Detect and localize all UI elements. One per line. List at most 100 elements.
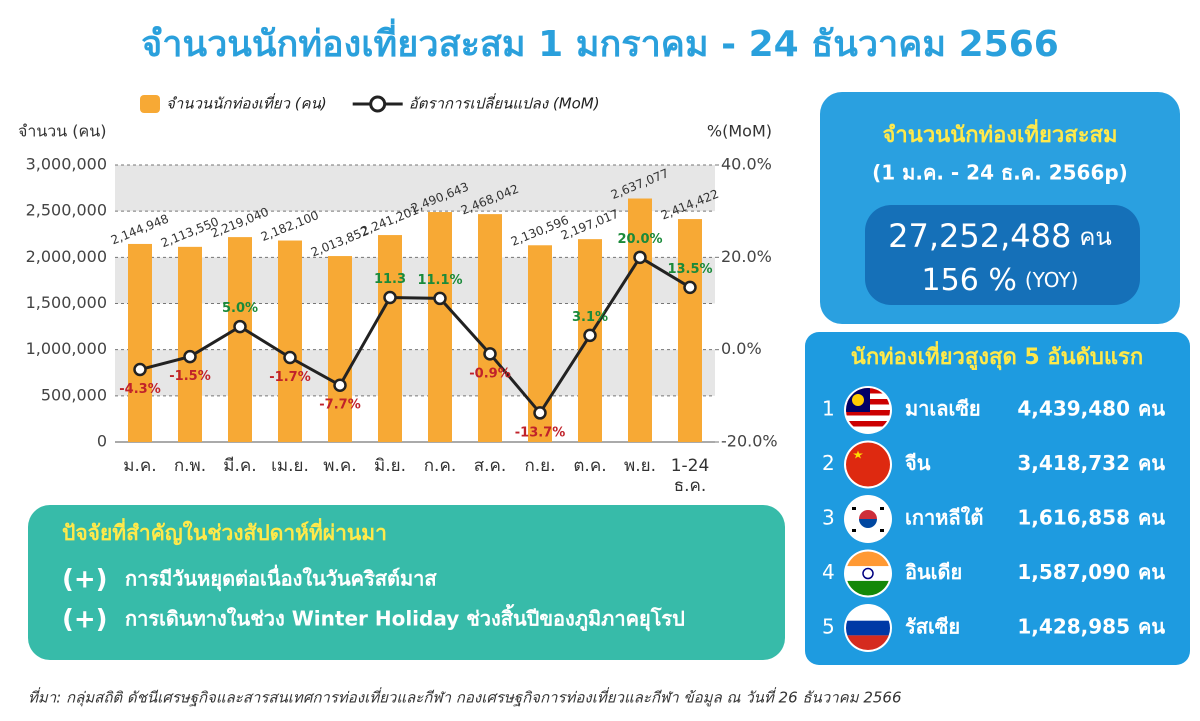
line-point [533,406,547,420]
flag-part [846,635,890,650]
flag [844,440,892,489]
y-tick-label: 1,000,000 [26,339,107,358]
bar [328,256,352,442]
bar [428,212,452,442]
x-tick-label: ก.ค. [424,456,456,476]
factor-sign: (+) [62,565,108,595]
y-tick-label: 3,000,000 [26,155,107,174]
flag-part [852,394,864,406]
bar [628,198,652,442]
summary-title: จำนวนนักท่องเที่ยวสะสม [883,118,1118,148]
line-value-label: -4.3% [119,382,160,397]
country-value: 4,439,480 [1017,397,1130,421]
flag-part [846,421,890,427]
country-value: 1,616,858 [1017,506,1130,530]
bar [378,235,402,442]
legend-swatch [140,95,160,113]
x-tick-label: ส.ค. [474,456,507,476]
line-value-label: -1.7% [269,370,310,385]
line-point [483,347,497,361]
y2-tick-label: 0.0% [721,339,762,358]
y2-tick-label: 40.0% [721,155,772,174]
country-value: 1,587,090 [1017,560,1130,584]
flag-part [880,529,884,532]
flag-part [859,510,877,519]
line [139,255,691,416]
line-point [583,328,597,343]
y-tick-label: 0 [97,432,107,451]
flag [844,549,892,598]
total-unit: คน [1079,223,1111,251]
line-value-label: -0.9% [469,366,510,381]
line-point [133,362,147,377]
flag-part [846,415,890,421]
factors-title: ปัจจัยที่สำคัญในช่วงสัปดาห์ที่ผ่านมา [62,517,387,546]
x-tick-label-line: ธ.ค. [674,476,707,496]
factor-sign: (+) [62,605,108,635]
flag-part [846,442,890,487]
top5-title: นักท่องเที่ยวสูงสุด 5 อันดับแรก [851,340,1143,371]
bar [478,214,502,442]
country: อินเดีย [905,560,962,584]
line-point [183,349,197,364]
bar [228,237,252,442]
yoy-label: (YOY) [1025,268,1079,292]
legend-point [369,95,387,113]
y2-tick-label: 20.0% [721,247,772,266]
country: รัสเซีย [905,615,960,639]
bar [178,246,202,442]
flag-part [846,426,890,432]
x-tick-label: มิ.ย. [374,456,406,476]
factor-text: การเดินทางในช่วง Winter Holiday ช่วงสิ้น… [125,604,685,633]
x-tick-label: เม.ย. [271,456,309,476]
summary-yoy: 156 % (YOY) [922,263,1079,298]
country: เกาหลีใต้ [905,506,983,530]
line-value-label: 13.5% [667,262,712,277]
flag-inner [846,551,890,596]
rank: 5 [822,615,835,639]
country-unit: คน [1138,560,1165,584]
flag-part [853,450,863,459]
summary-period: (1 ม.ค. - 24 ธ.ค. 2566p) [872,161,1128,185]
rank: 4 [822,560,835,584]
top5-box [805,332,1190,665]
flag-part [846,620,890,636]
line-point [233,319,247,334]
y-tick-label: 2,500,000 [26,201,107,220]
line-point [683,280,697,295]
flag-part [852,507,856,510]
x-tick-label: มี.ค. [223,456,256,476]
factors-box [28,505,785,660]
line-point [283,350,297,365]
flag-part [862,567,874,580]
country-value: 3,418,732 [1017,451,1130,475]
flag-inner [846,442,890,487]
grid-band [115,165,715,212]
line-value-label: -13.7% [515,425,566,440]
total-value: 27,252,488 [888,217,1071,255]
y-tick-label: 2,000,000 [26,247,107,266]
y-tick-label: 500,000 [41,385,107,404]
top5-rows: 1 มาเลเซีย 4,439,480 คน 2 จีน 3,418,732 คน 3 เกาห… [822,386,1165,652]
legend-label: อัตราการเปลี่ยนแปลง (MoM) [409,93,600,113]
rank: 2 [822,451,835,475]
flag-part [880,507,884,510]
legend-label: จำนวนนักท่องเที่ยว (คน) [166,93,327,113]
y2-tick-label: -20.0% [721,432,778,451]
line-value-label: -7.7% [319,398,360,413]
y-tick-label: 1,500,000 [26,293,107,312]
country-unit: คน [1138,397,1165,421]
line-point [433,291,447,306]
grid-band [115,349,715,396]
flag-part [846,551,890,567]
line-value-label: 20.0% [617,232,662,247]
country-unit: คน [1138,451,1165,475]
bar [278,240,302,442]
flag [844,604,892,652]
flag-part [846,606,890,621]
country-value: 1,428,985 [1017,615,1130,639]
summary-inner [865,205,1140,305]
x-tick-label: พ.ย. [624,456,656,476]
